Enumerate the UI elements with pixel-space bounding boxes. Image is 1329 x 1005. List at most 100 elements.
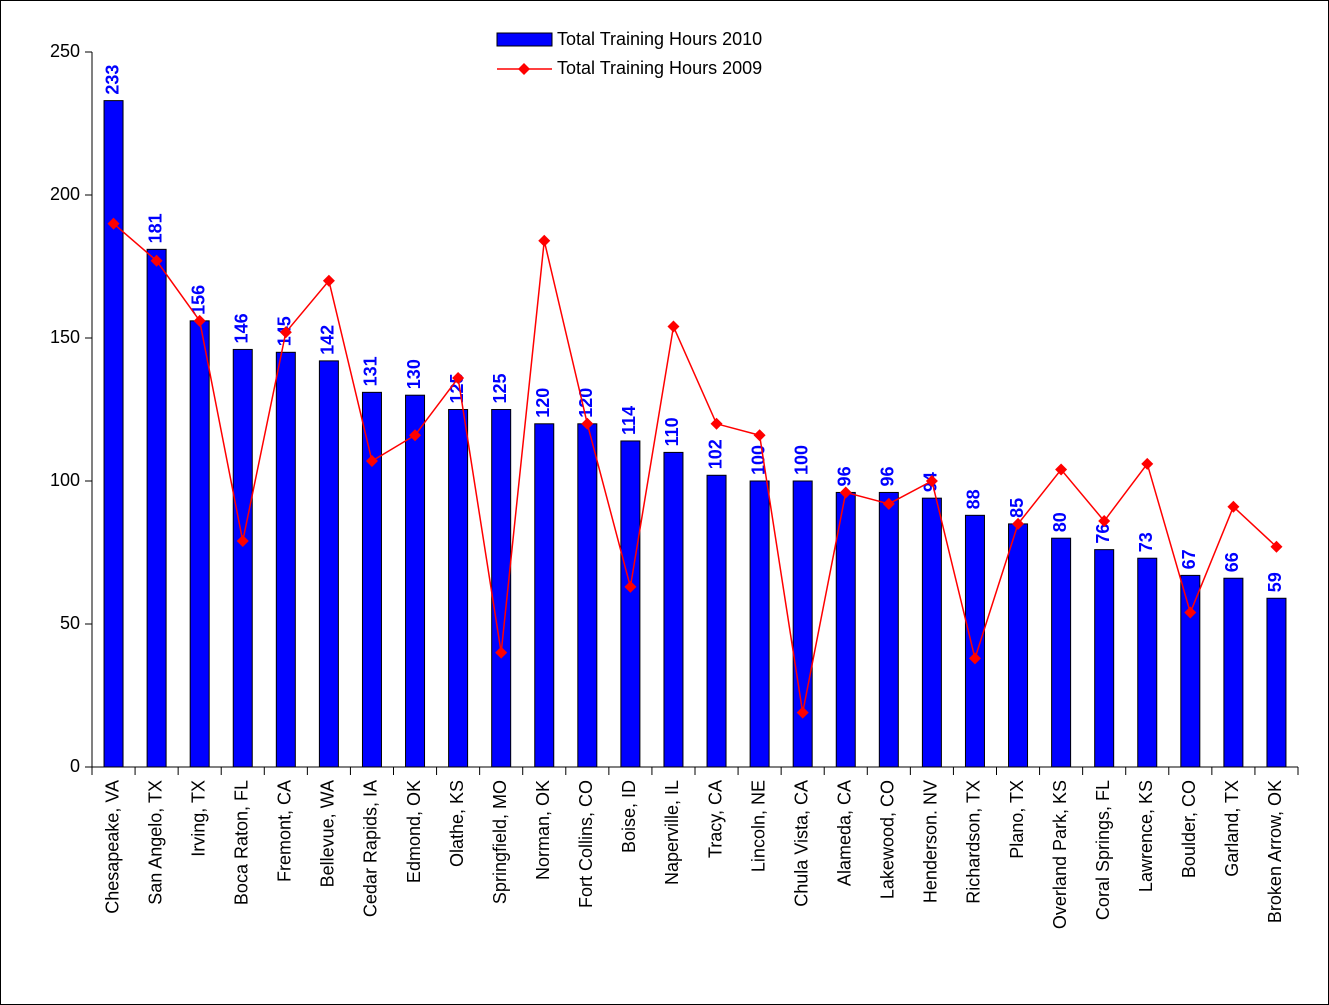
marker [1184,606,1197,619]
x-tick-label: Norman, OK [533,780,553,880]
marker [193,314,206,327]
marker [1012,517,1025,530]
x-tick-label: Irving, TX [188,780,208,857]
x-tick-label: Alameda, CA [835,780,855,886]
x-tick-label: Fremont, CA [275,780,295,882]
value-label: 88 [964,489,984,509]
value-label: 59 [1265,572,1285,592]
marker [107,217,120,230]
x-tick-label: Lakewood, CO [878,780,898,899]
value-label: 125 [490,373,510,403]
marker [1098,515,1111,528]
y-tick-label: 250 [50,41,80,61]
value-label: 120 [576,388,596,418]
marker [150,254,163,267]
marker [839,486,852,499]
bar [275,351,296,768]
x-tick-label: Fort Collins, CO [576,780,596,908]
marker [1055,463,1068,476]
bar [792,480,813,768]
value-label: 96 [878,466,898,486]
bar [534,423,555,768]
x-tick-label: Chesapeake, VA [102,780,122,914]
y-tick-label: 0 [70,756,80,776]
marker [1141,457,1154,470]
bar [103,100,124,768]
legend-swatch [496,32,553,47]
marker [1227,500,1240,513]
x-tick-label: Henderson. NV [921,780,941,903]
bar [620,440,641,768]
marker [624,580,637,593]
marker [710,417,723,430]
value-label: 156 [188,285,208,315]
legend-marker [518,63,530,75]
marker [322,274,335,287]
marker [667,320,680,333]
x-tick-label: San Angelo, TX [145,780,165,905]
x-tick-label: Boise, ID [619,780,639,853]
value-label: 120 [533,388,553,418]
bar [964,514,985,768]
x-tick-label: Tracy, CA [705,780,725,858]
marker [409,429,422,442]
value-label: 142 [318,325,338,355]
marker [581,417,594,430]
value-label: 131 [361,356,381,386]
bar [448,409,469,768]
value-label: 130 [404,359,424,389]
x-tick-label: Boulder, CO [1179,780,1199,878]
bar [878,491,899,768]
x-tick-label: Edmond, OK [404,780,424,883]
x-tick-label: Chula Vista, CA [791,780,811,907]
value-label: 66 [1222,552,1242,572]
value-label: 96 [835,466,855,486]
marker [1270,540,1283,553]
marker [236,535,249,548]
marker [796,706,809,719]
bar [706,474,727,768]
x-tick-label: Naperville, IL [662,780,682,885]
x-tick-label: Plano, TX [1007,780,1027,859]
x-tick-label: Lawrence, KS [1136,780,1156,892]
value-label: 102 [705,439,725,469]
x-tick-label: Bellevue, WA [318,780,338,887]
marker [495,646,508,659]
bar [361,391,382,768]
bar [1008,523,1029,768]
bar [1094,549,1115,768]
bar [1137,557,1158,768]
bar [1266,597,1287,768]
x-tick-label: Broken Arrow, OK [1265,780,1285,923]
x-tick-label: Boca Raton, FL [232,780,252,905]
legend-label: Total Training Hours 2010 [557,29,762,49]
value-label: 80 [1050,512,1070,532]
bar [663,451,684,768]
value-label: 85 [1007,498,1027,518]
bar [835,491,856,768]
marker [968,652,981,665]
x-tick-label: Garland, TX [1222,780,1242,877]
x-tick-label: Springfield, MO [490,780,510,904]
y-tick-label: 200 [50,184,80,204]
value-label: 73 [1136,532,1156,552]
value-label: 110 [662,417,682,446]
x-tick-label: Cedar Rapids, IA [361,780,381,917]
value-label: 146 [232,313,252,343]
value-label: 114 [619,406,639,435]
bar [189,320,210,768]
x-tick-label: Richardson, TX [964,780,984,904]
x-tick-label: Overland Park, KS [1050,780,1070,929]
bar [146,248,167,768]
bar [232,348,253,768]
x-tick-label: Lincoln, NE [748,780,768,872]
marker [452,372,465,385]
marker [365,454,378,467]
value-label: 76 [1093,524,1113,544]
value-label: 67 [1179,549,1199,569]
bar [577,423,598,768]
line [113,223,1277,713]
bar [318,360,339,768]
y-tick-label: 50 [60,613,80,633]
